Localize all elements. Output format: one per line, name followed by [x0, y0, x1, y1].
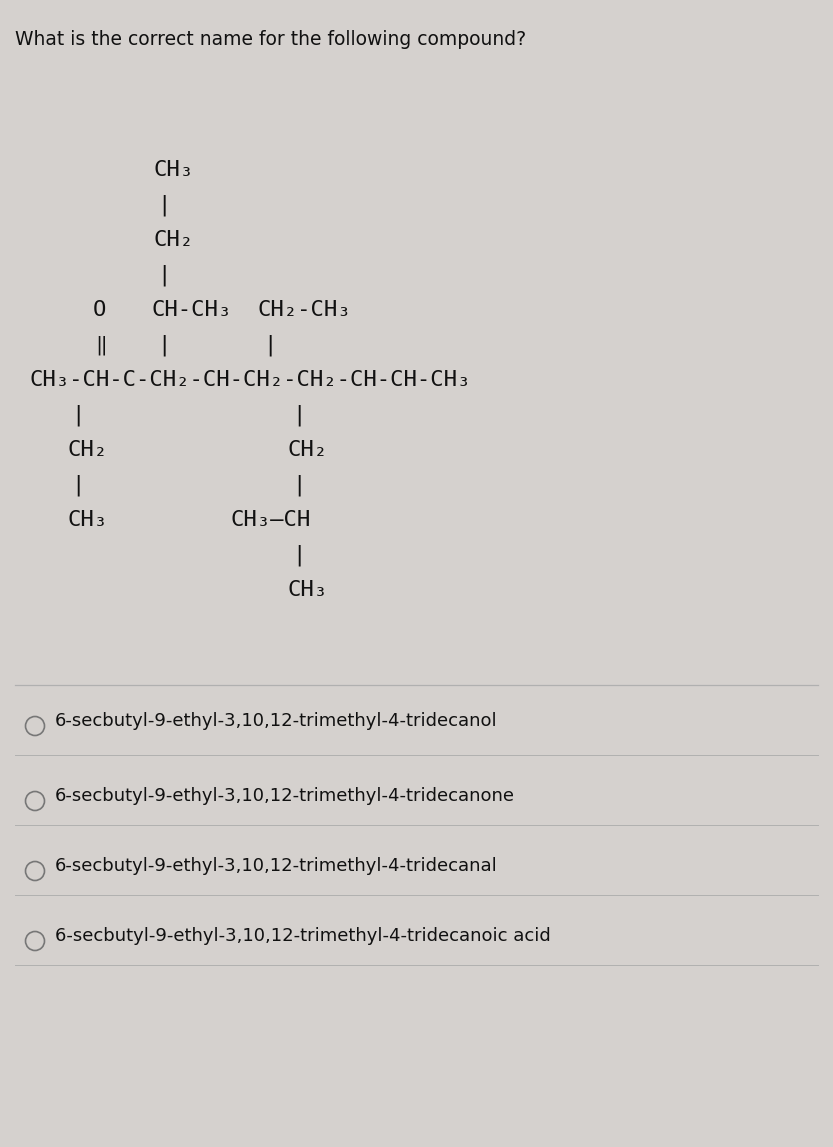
Text: CH₂-CH₃: CH₂-CH₃ — [257, 301, 351, 320]
Text: |: | — [157, 194, 171, 216]
Text: 6-secbutyl-9-ethyl-3,10,12-trimethyl-4-tridecanal: 6-secbutyl-9-ethyl-3,10,12-trimethyl-4-t… — [55, 857, 498, 875]
Text: CH₃—CH: CH₃—CH — [231, 510, 311, 530]
Text: |: | — [292, 404, 306, 426]
Text: CH-CH₃: CH-CH₃ — [152, 301, 232, 320]
Text: CH₂: CH₂ — [67, 440, 107, 460]
Text: O: O — [93, 301, 107, 320]
Text: |: | — [71, 404, 85, 426]
Text: 6-secbutyl-9-ethyl-3,10,12-trimethyl-4-tridecanone: 6-secbutyl-9-ethyl-3,10,12-trimethyl-4-t… — [55, 787, 515, 805]
Text: CH₃: CH₃ — [67, 510, 107, 530]
Text: |: | — [263, 334, 277, 356]
Text: |: | — [292, 474, 306, 496]
Text: |: | — [157, 264, 171, 286]
Text: ‖: ‖ — [95, 335, 107, 354]
Text: What is the correct name for the following compound?: What is the correct name for the followi… — [15, 30, 526, 49]
Text: |: | — [71, 474, 85, 496]
Text: |: | — [292, 544, 306, 565]
Text: 6-secbutyl-9-ethyl-3,10,12-trimethyl-4-tridecanoic acid: 6-secbutyl-9-ethyl-3,10,12-trimethyl-4-t… — [55, 927, 551, 945]
Text: CH₂: CH₂ — [153, 231, 194, 250]
Text: CH₃-CH-C-CH₂-CH-CH₂-CH₂-CH-CH-CH₃: CH₃-CH-C-CH₂-CH-CH₂-CH₂-CH-CH-CH₃ — [30, 370, 471, 390]
Text: CH₃: CH₃ — [288, 580, 328, 600]
Text: CH₃: CH₃ — [153, 159, 194, 180]
Text: |: | — [157, 334, 171, 356]
Text: CH₂: CH₂ — [288, 440, 328, 460]
Text: 6-secbutyl-9-ethyl-3,10,12-trimethyl-4-tridecanol: 6-secbutyl-9-ethyl-3,10,12-trimethyl-4-t… — [55, 712, 497, 729]
